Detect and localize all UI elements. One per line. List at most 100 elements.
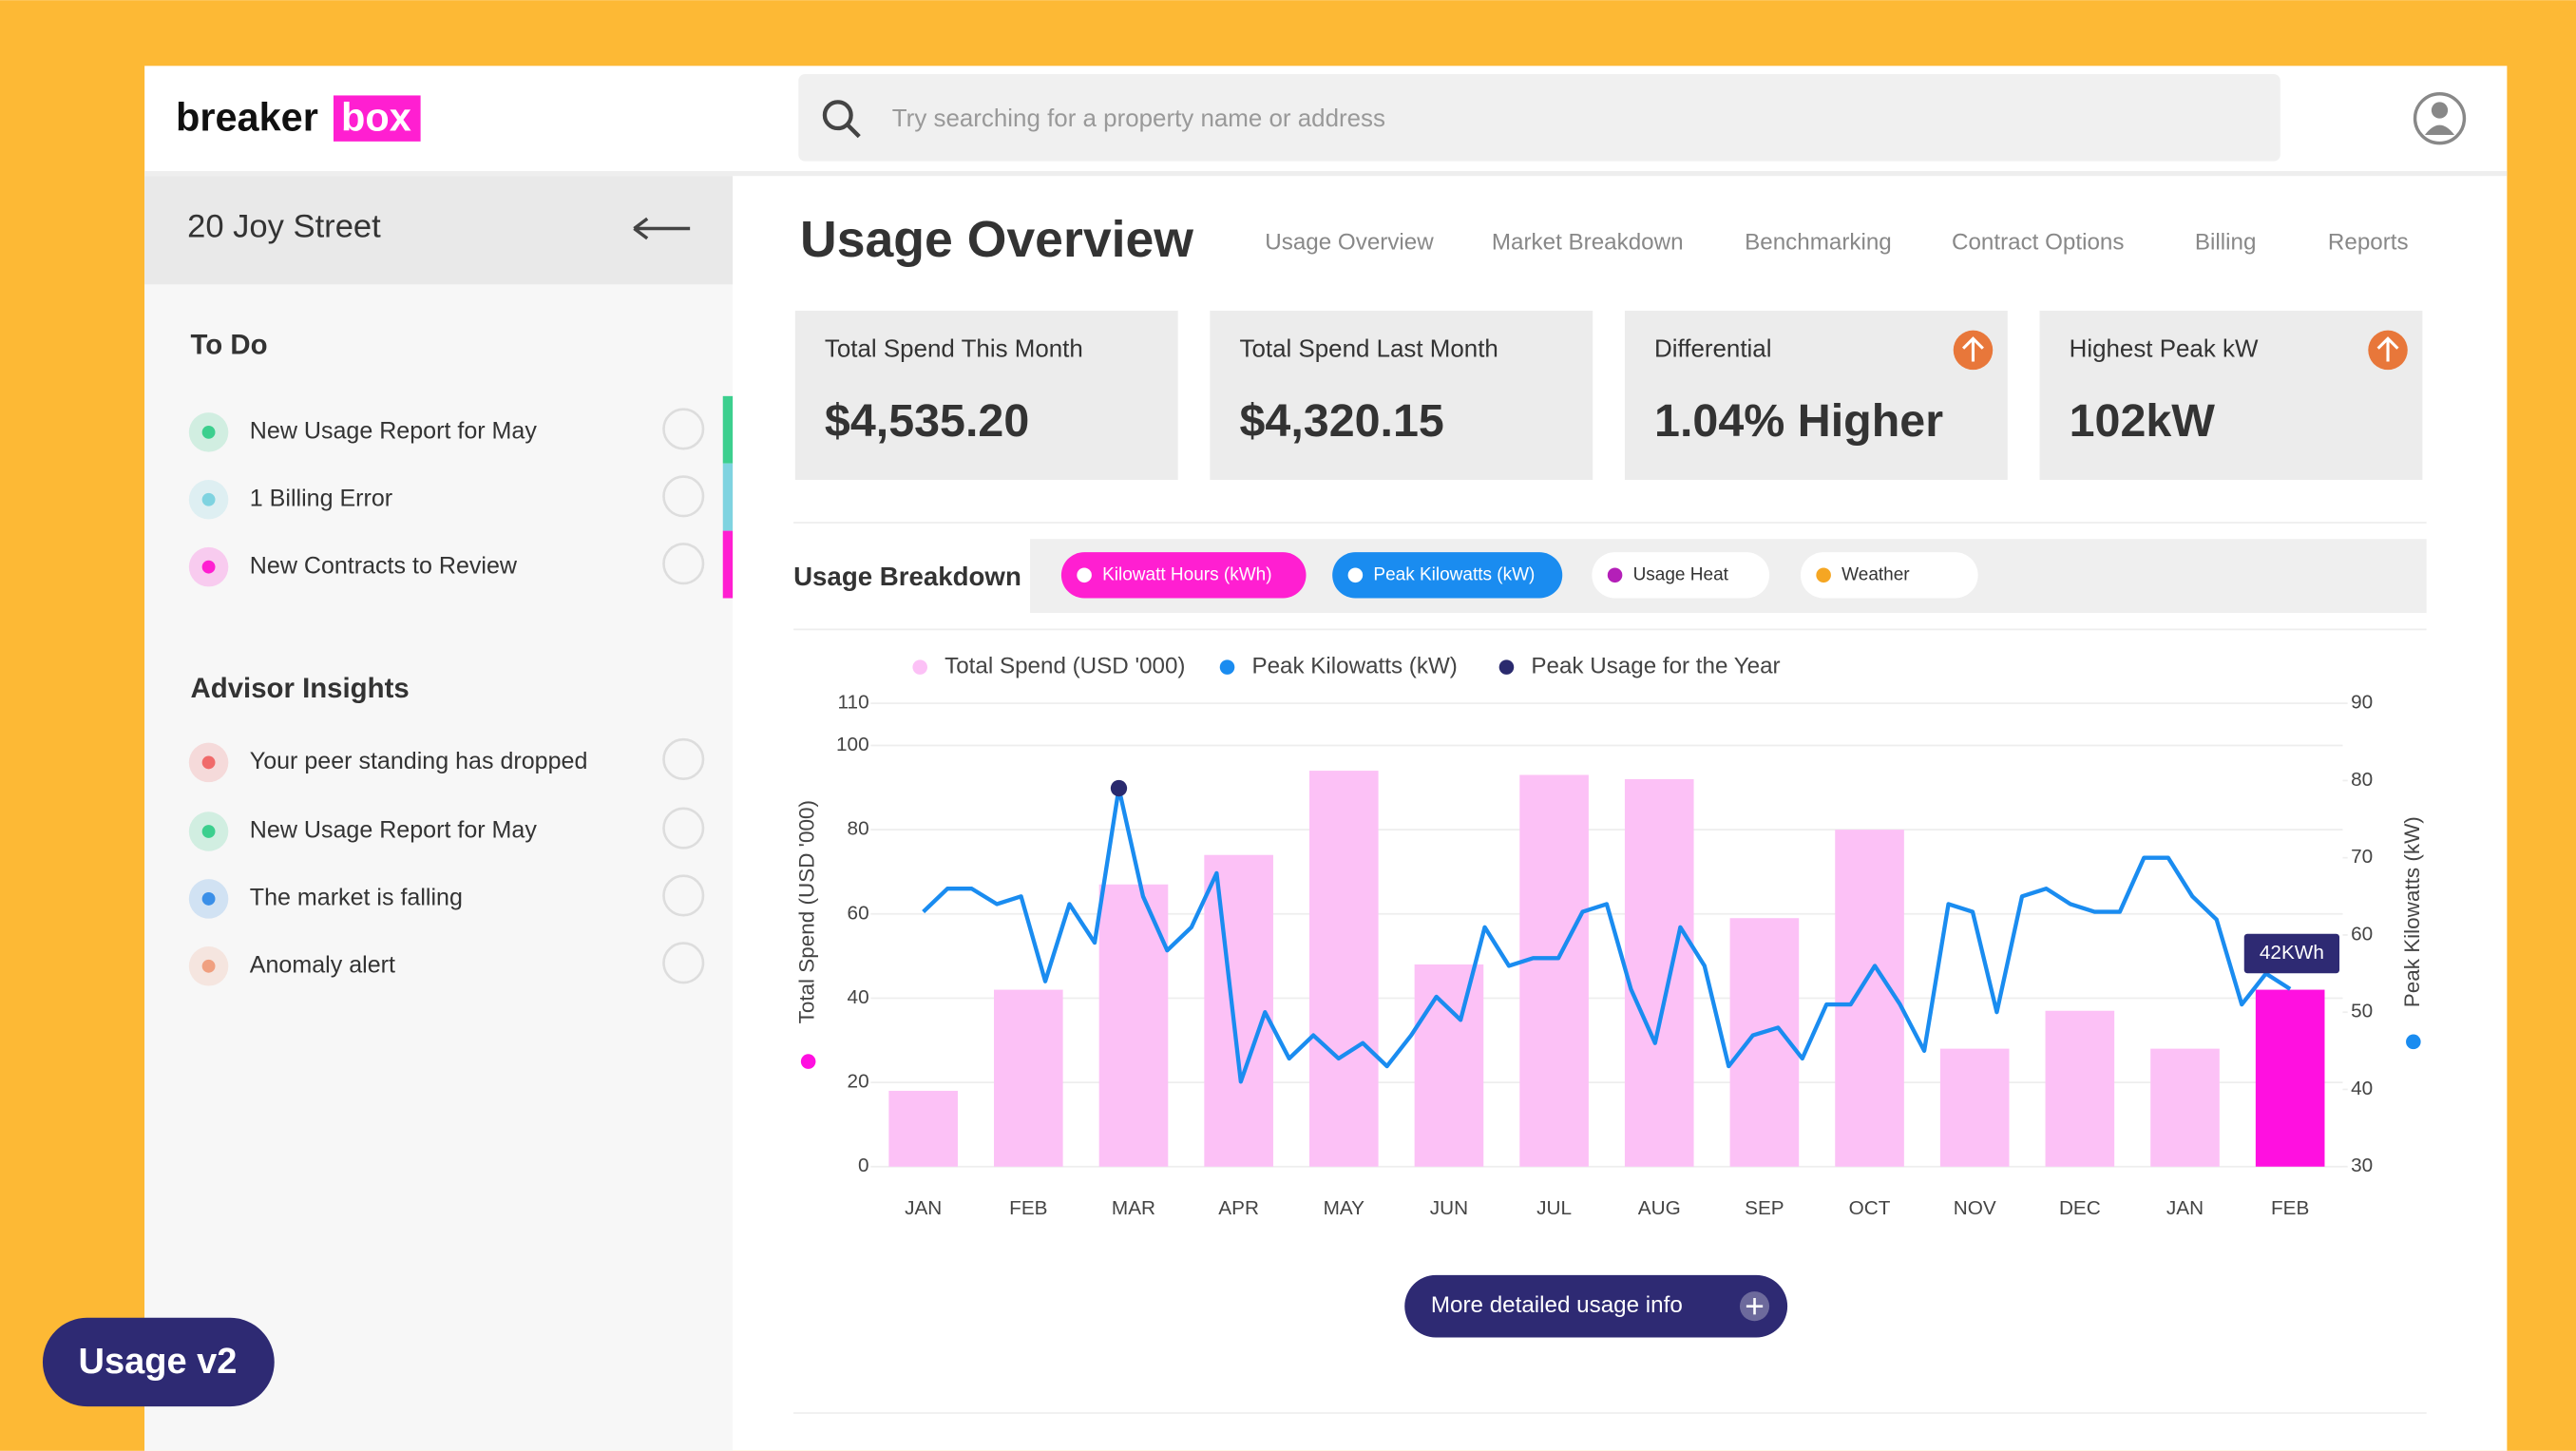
card-title: Highest Peak kW bbox=[2070, 335, 2259, 362]
nav-tab[interactable]: Benchmarking bbox=[1745, 229, 1892, 255]
legend-dot bbox=[1219, 659, 1235, 675]
filter-pill[interactable] bbox=[1060, 552, 1307, 599]
check-button[interactable] bbox=[662, 543, 705, 585]
x-tick-label: DEC bbox=[2059, 1197, 2101, 1219]
point bbox=[1110, 779, 1128, 797]
item-icon-dot bbox=[201, 891, 216, 906]
bar bbox=[1939, 1048, 2010, 1167]
avatar[interactable] bbox=[2413, 91, 2467, 145]
x-tick-label: JUN bbox=[1430, 1197, 1468, 1219]
x-tick-label: MAR bbox=[1112, 1197, 1155, 1219]
bar bbox=[1835, 830, 1904, 1167]
tooltip bbox=[2243, 933, 2340, 974]
item-label: New Usage Report for May bbox=[250, 418, 538, 445]
y2-tick-label: 40 bbox=[2351, 1078, 2373, 1099]
page-title: Usage Overview bbox=[800, 211, 1193, 268]
todo-title: To Do bbox=[191, 330, 268, 361]
x-tick-label: SEP bbox=[1745, 1197, 1784, 1219]
y-tick-label: 20 bbox=[848, 1071, 869, 1093]
stat-card bbox=[794, 310, 1178, 481]
item-label: Your peer standing has dropped bbox=[250, 748, 588, 774]
more-info-label: More detailed usage info bbox=[1431, 1292, 1683, 1318]
version-badge-text: Usage v2 bbox=[79, 1342, 238, 1382]
pill-dot bbox=[1816, 567, 1831, 583]
card-title: Differential bbox=[1654, 335, 1771, 362]
card-value: $4,320.15 bbox=[1239, 395, 1443, 447]
search-icon bbox=[822, 100, 853, 131]
status-bar bbox=[722, 463, 734, 531]
item-icon-dot bbox=[201, 959, 216, 973]
pill-label: Weather bbox=[1841, 564, 1910, 584]
search-box[interactable] bbox=[798, 73, 2280, 162]
filter-pill[interactable] bbox=[1332, 552, 1563, 599]
status-bar bbox=[722, 395, 734, 464]
item-icon-dot bbox=[201, 492, 216, 506]
nav-tab[interactable]: Usage Overview bbox=[1265, 229, 1434, 255]
item-icon-dot bbox=[201, 755, 216, 770]
pill-label: Usage Heat bbox=[1633, 564, 1729, 584]
stat-card bbox=[1210, 310, 1593, 481]
y-tick-label: 40 bbox=[848, 986, 869, 1008]
nav-tab[interactable]: Contract Options bbox=[1952, 229, 2125, 255]
y2-axis-key bbox=[2406, 1034, 2421, 1050]
filter-pill[interactable] bbox=[1800, 552, 1978, 599]
bar bbox=[2045, 1010, 2115, 1167]
y2-tick-label: 50 bbox=[2351, 1001, 2373, 1022]
breakdown-title: Usage Breakdown bbox=[793, 562, 1021, 591]
pill-dot bbox=[1347, 567, 1364, 583]
y2-tick-label: 30 bbox=[2351, 1155, 2373, 1176]
pill-dot bbox=[1077, 567, 1092, 583]
status-bar bbox=[722, 530, 734, 599]
search-placeholder: Try searching for a property name or add… bbox=[892, 105, 1385, 132]
item-icon-dot bbox=[201, 560, 216, 574]
y-tick-label: 80 bbox=[848, 818, 869, 840]
more-info-button[interactable] bbox=[1404, 1274, 1788, 1338]
logo-main: breaker bbox=[176, 94, 318, 139]
trend-arrow bbox=[1961, 336, 1984, 362]
check-button[interactable] bbox=[662, 475, 705, 518]
header-shadow bbox=[144, 170, 2508, 177]
bar bbox=[2150, 1048, 2220, 1167]
insights-title: Advisor Insights bbox=[191, 673, 410, 704]
check-button[interactable] bbox=[662, 807, 705, 850]
card-value: 102kW bbox=[2070, 395, 2216, 447]
x-tick-label: JAN bbox=[905, 1197, 942, 1219]
bar bbox=[1414, 964, 1484, 1167]
x-tick-label: FEB bbox=[2271, 1197, 2309, 1219]
nav-tab[interactable]: Billing bbox=[2195, 229, 2257, 255]
bar bbox=[1519, 774, 1589, 1167]
item-label: New Usage Report for May bbox=[250, 817, 538, 844]
x-tick-label: APR bbox=[1218, 1197, 1259, 1219]
y-tick-label: 0 bbox=[858, 1155, 869, 1176]
bar bbox=[994, 989, 1063, 1167]
stat-card bbox=[2039, 310, 2423, 481]
y2-tick-label: 80 bbox=[2351, 769, 2373, 791]
x-tick-label: JUL bbox=[1536, 1197, 1572, 1219]
legend-label: Peak Kilowatts (kW) bbox=[1251, 654, 1457, 679]
pill-label: Kilowatt Hours (kWh) bbox=[1102, 564, 1271, 584]
nav-tab[interactable]: Market Breakdown bbox=[1492, 229, 1684, 255]
filter-pill[interactable] bbox=[1592, 552, 1770, 599]
pill-dot bbox=[1607, 567, 1623, 583]
bar bbox=[1624, 778, 1694, 1167]
search-icon-handle bbox=[846, 124, 861, 139]
avatar-head bbox=[2431, 102, 2449, 119]
x-tick-label: FEB bbox=[1009, 1197, 1047, 1219]
legend-label: Peak Usage for the Year bbox=[1531, 654, 1780, 679]
plus-sign bbox=[1746, 1298, 1764, 1315]
y-tick-label: 110 bbox=[838, 692, 869, 714]
nav-tab[interactable]: Reports bbox=[2328, 229, 2409, 255]
item-icon-dot bbox=[201, 425, 216, 439]
check-button[interactable] bbox=[662, 408, 705, 450]
check-button[interactable] bbox=[662, 737, 705, 780]
bar bbox=[1204, 854, 1273, 1167]
y-tick-label: 100 bbox=[836, 734, 869, 755]
y-tick-label: 60 bbox=[848, 902, 869, 924]
check-button[interactable] bbox=[662, 874, 705, 917]
check-button[interactable] bbox=[662, 942, 705, 984]
x-tick-label: OCT bbox=[1849, 1197, 1891, 1219]
back-arrow[interactable] bbox=[633, 217, 691, 240]
item-label: 1 Billing Error bbox=[250, 485, 392, 511]
y2-tick-label: 90 bbox=[2351, 692, 2373, 714]
